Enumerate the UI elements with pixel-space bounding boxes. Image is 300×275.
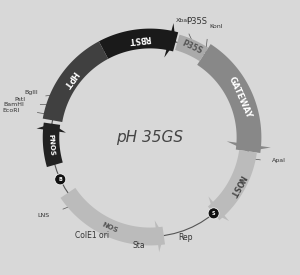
Polygon shape [43,123,63,167]
Circle shape [208,208,219,219]
Text: RBST: RBST [128,33,151,45]
Text: NOST: NOST [227,173,246,198]
Circle shape [55,174,66,185]
Polygon shape [208,150,257,220]
Text: Rep: Rep [178,233,193,242]
Polygon shape [175,35,208,61]
Polygon shape [43,41,108,122]
Text: KonI: KonI [209,23,223,29]
Text: BglII: BglII [24,90,38,95]
Text: BamHI: BamHI [3,102,24,107]
Text: P35S: P35S [186,17,207,26]
Polygon shape [227,141,271,151]
Text: XbaI: XbaI [176,18,190,23]
Polygon shape [155,220,164,252]
Polygon shape [197,44,261,153]
Text: NOS: NOS [101,222,119,234]
Text: HPT: HPT [61,69,79,90]
Text: Sta: Sta [133,241,145,250]
Text: PstI: PstI [15,97,26,101]
Text: PNOS: PNOS [47,133,55,156]
Polygon shape [164,23,175,57]
Polygon shape [99,29,178,59]
Text: S: S [212,211,215,216]
Text: P35S: P35S [180,39,203,56]
Polygon shape [37,124,66,133]
Text: GATEWAY: GATEWAY [227,75,254,120]
Text: B: B [58,177,62,182]
Polygon shape [208,196,229,221]
Text: EcoRI: EcoRI [2,108,20,113]
Text: pH 35GS: pH 35GS [116,130,184,145]
Text: ColE1 ori: ColE1 ori [75,231,109,240]
Polygon shape [61,188,165,245]
Text: ApaI: ApaI [272,158,286,163]
Text: LNS: LNS [38,213,50,218]
